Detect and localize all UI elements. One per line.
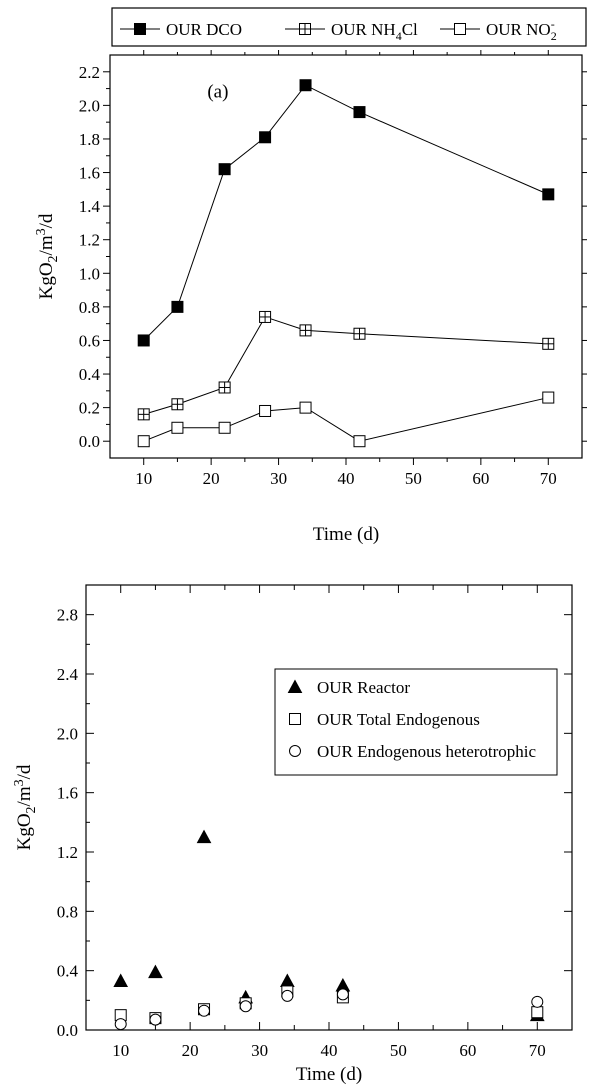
plot-frame-b xyxy=(85,584,573,1031)
data-point-b-2 xyxy=(114,1018,127,1031)
data-point-a-1 xyxy=(137,408,150,421)
data-point-a-0 xyxy=(542,188,555,201)
legend-marker-b xyxy=(287,679,303,693)
data-point-b-2 xyxy=(239,1000,252,1013)
y-tick-label-b: 0.0 xyxy=(57,1021,78,1040)
legend-box-b xyxy=(274,668,558,776)
data-point-a-1 xyxy=(542,337,555,350)
y-tick-label-b: 1.6 xyxy=(57,784,78,803)
data-point-a-0 xyxy=(299,79,312,92)
data-point-a-0 xyxy=(353,106,366,119)
data-point-a-2 xyxy=(542,391,555,404)
y-tick-label-a: 1.2 xyxy=(79,231,100,250)
data-point-a-1 xyxy=(353,327,366,340)
y-tick-label-b: 2.4 xyxy=(57,665,79,684)
data-point-a-1 xyxy=(218,381,231,394)
y-tick-label-a: 1.8 xyxy=(79,130,100,149)
data-point-a-0 xyxy=(218,163,231,176)
data-point-a-2 xyxy=(218,421,231,434)
y-tick-label-b: 0.8 xyxy=(57,902,78,921)
data-point-b-2 xyxy=(281,989,294,1002)
legend-marker-b xyxy=(289,713,301,725)
x-axis-label-a: Time (d) xyxy=(313,524,379,545)
legend-label-a: OUR NH4Cl xyxy=(331,20,418,43)
y-tick-label-b: 2.8 xyxy=(57,606,78,625)
y-tick-label-a: 1.0 xyxy=(79,264,100,283)
data-point-b-0 xyxy=(148,964,163,979)
y-tick-label-b: 0.4 xyxy=(57,962,79,981)
x-tick-label-a: 30 xyxy=(270,469,287,488)
data-point-b-0 xyxy=(196,829,212,844)
data-point-a-2 xyxy=(171,421,184,434)
data-point-a-1 xyxy=(299,324,312,337)
y-tick-label-a: 2.0 xyxy=(79,96,100,115)
data-point-b-2 xyxy=(531,995,544,1008)
legend-marker-a xyxy=(134,23,146,35)
legend-marker-b xyxy=(289,745,301,757)
x-tick-label-b: 30 xyxy=(251,1041,268,1060)
y-axis-label-a: KgO2/m3/d xyxy=(34,213,61,299)
data-point-a-0 xyxy=(171,300,184,313)
x-tick-label-a: 10 xyxy=(135,469,152,488)
y-tick-label-a: 2.2 xyxy=(79,63,100,82)
data-point-b-1 xyxy=(531,1006,544,1019)
data-point-a-1 xyxy=(171,398,184,411)
y-axis-label-b: KgO2/m3/d xyxy=(12,764,39,850)
x-tick-label-b: 70 xyxy=(529,1041,546,1060)
x-tick-label-a: 40 xyxy=(338,469,355,488)
x-tick-label-a: 70 xyxy=(540,469,557,488)
data-point-b-2 xyxy=(336,988,349,1001)
plot-frame-a xyxy=(109,54,583,459)
data-point-b-2 xyxy=(149,1013,162,1026)
x-tick-label-a: 60 xyxy=(472,469,489,488)
legend-label-b: OUR Reactor xyxy=(317,678,410,697)
data-point-a-2 xyxy=(299,401,312,414)
y-tick-label-a: 0.8 xyxy=(79,298,100,317)
data-point-b-0 xyxy=(113,973,129,988)
y-tick-label-a: 0.6 xyxy=(79,331,100,350)
data-point-b-2 xyxy=(198,1004,211,1017)
x-tick-label-a: 50 xyxy=(405,469,422,488)
legend-marker-a xyxy=(299,23,311,35)
data-point-a-2 xyxy=(137,435,150,448)
panel-label-a: (a) xyxy=(207,81,228,102)
x-axis-label-b: Time (d) xyxy=(296,1064,362,1085)
x-tick-label-a: 20 xyxy=(203,469,220,488)
y-tick-label-b: 2.0 xyxy=(57,724,78,743)
data-point-a-2 xyxy=(259,404,272,417)
x-tick-label-b: 60 xyxy=(459,1041,476,1060)
legend-marker-a xyxy=(454,23,466,35)
x-tick-label-b: 10 xyxy=(112,1041,129,1060)
legend-label-a: OUR DCO xyxy=(166,20,242,39)
series-line-a-0 xyxy=(143,84,549,341)
series-line-a-1 xyxy=(143,316,549,415)
data-point-a-0 xyxy=(259,131,272,144)
y-tick-label-a: 0.4 xyxy=(79,365,101,384)
legend-label-b: OUR Endogenous heterotrophic xyxy=(317,742,537,761)
y-tick-label-b: 1.2 xyxy=(57,843,78,862)
series-line-a-2 xyxy=(143,397,549,442)
legend-label-b: OUR Total Endogenous xyxy=(317,710,480,729)
legend-label-a: OUR NO-2 xyxy=(486,17,557,43)
data-point-a-1 xyxy=(259,310,272,323)
x-tick-label-b: 50 xyxy=(390,1041,407,1060)
x-tick-label-b: 20 xyxy=(182,1041,199,1060)
x-tick-label-b: 40 xyxy=(321,1041,338,1060)
y-tick-label-a: 1.4 xyxy=(79,197,101,216)
y-tick-label-a: 0.2 xyxy=(79,399,100,418)
data-point-a-0 xyxy=(137,334,150,347)
legend-box-a xyxy=(111,7,587,47)
data-point-b-0 xyxy=(280,973,295,988)
data-point-a-2 xyxy=(353,435,366,448)
y-tick-label-a: 0.0 xyxy=(79,432,100,451)
y-tick-label-a: 1.6 xyxy=(79,164,100,183)
